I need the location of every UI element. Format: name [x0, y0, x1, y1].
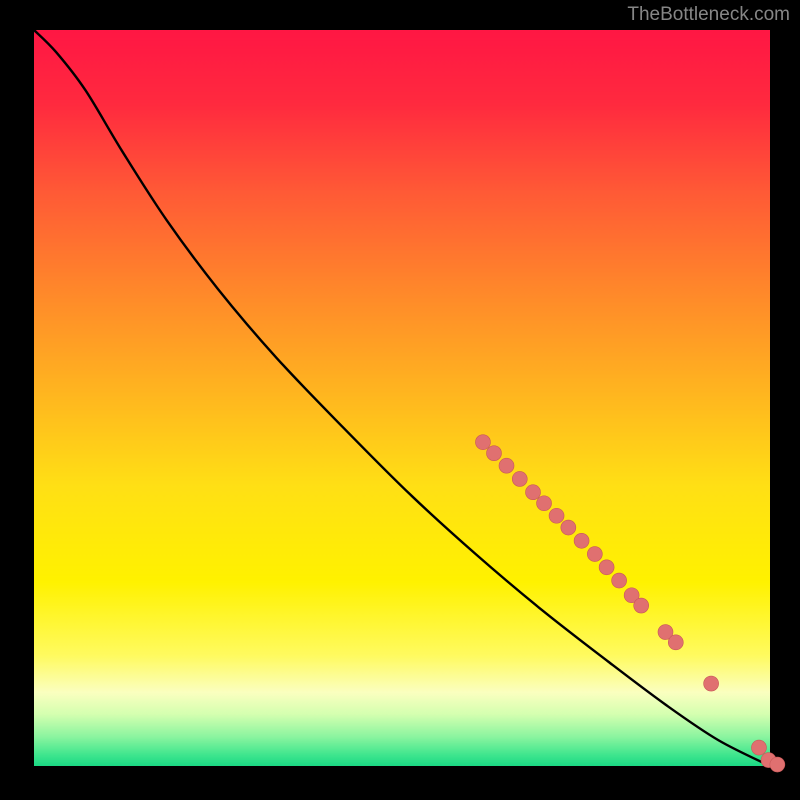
data-marker — [668, 635, 683, 650]
data-marker — [561, 520, 576, 535]
data-marker — [599, 560, 614, 575]
marker-group — [475, 435, 784, 772]
data-marker — [574, 533, 589, 548]
plot-area — [34, 30, 770, 766]
chart-container: TheBottleneck.com — [0, 0, 800, 800]
data-marker — [770, 757, 785, 772]
watermark-text: TheBottleneck.com — [627, 4, 790, 26]
data-marker — [512, 471, 527, 486]
data-marker — [634, 598, 649, 613]
data-marker — [704, 676, 719, 691]
data-marker — [612, 573, 627, 588]
curve-layer — [34, 30, 770, 766]
data-marker — [499, 458, 514, 473]
data-marker — [751, 740, 766, 755]
data-marker — [526, 485, 541, 500]
data-marker — [487, 446, 502, 461]
bottleneck-curve — [34, 30, 770, 766]
data-marker — [475, 435, 490, 450]
data-marker — [549, 508, 564, 523]
data-marker — [537, 496, 552, 511]
data-marker — [587, 547, 602, 562]
